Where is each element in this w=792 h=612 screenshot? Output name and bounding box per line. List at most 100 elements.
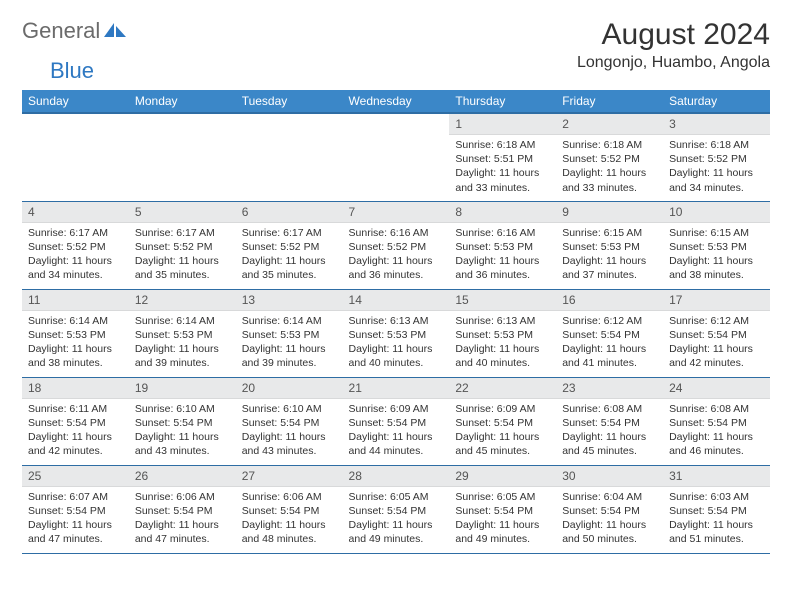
- sunset-text: Sunset: 5:54 PM: [562, 328, 657, 342]
- calendar-day-cell: 6Sunrise: 6:17 AMSunset: 5:52 PMDaylight…: [236, 201, 343, 289]
- day-details: Sunrise: 6:07 AMSunset: 5:54 PMDaylight:…: [22, 487, 129, 551]
- calendar-day-cell: 20Sunrise: 6:10 AMSunset: 5:54 PMDayligh…: [236, 377, 343, 465]
- sunset-text: Sunset: 5:53 PM: [242, 328, 337, 342]
- day-number: 11: [22, 290, 129, 311]
- calendar-day-cell: 3Sunrise: 6:18 AMSunset: 5:52 PMDaylight…: [663, 113, 770, 201]
- sunset-text: Sunset: 5:54 PM: [562, 504, 657, 518]
- daylight-text: Daylight: 11 hours and 44 minutes.: [349, 430, 444, 458]
- calendar-header-row: Sunday Monday Tuesday Wednesday Thursday…: [22, 90, 770, 113]
- calendar-day-cell: 1 Sunrise: 6:18 AMSunset: 5:51 PMDaylight…: [449, 113, 556, 201]
- day-details: Sunrise: 6:17 AMSunset: 5:52 PMDaylight:…: [129, 223, 236, 287]
- day-number: 1: [449, 114, 556, 135]
- day-number: 2: [556, 114, 663, 135]
- calendar-day-cell: 7Sunrise: 6:16 AMSunset: 5:52 PMDaylight…: [343, 201, 450, 289]
- sunset-text: Sunset: 5:54 PM: [562, 416, 657, 430]
- day-number: 3: [663, 114, 770, 135]
- sunset-text: Sunset: 5:53 PM: [562, 240, 657, 254]
- daylight-text: Daylight: 11 hours and 38 minutes.: [28, 342, 123, 370]
- day-details: Sunrise: 6:13 AMSunset: 5:53 PMDaylight:…: [449, 311, 556, 375]
- sunset-text: Sunset: 5:54 PM: [669, 504, 764, 518]
- day-details: Sunrise: 6:14 AMSunset: 5:53 PMDaylight:…: [22, 311, 129, 375]
- calendar-week-row: 4Sunrise: 6:17 AMSunset: 5:52 PMDaylight…: [22, 201, 770, 289]
- sunset-text: Sunset: 5:52 PM: [562, 152, 657, 166]
- sunset-text: Sunset: 5:53 PM: [349, 328, 444, 342]
- sunset-text: Sunset: 5:54 PM: [242, 504, 337, 518]
- calendar-day-cell: 21Sunrise: 6:09 AMSunset: 5:54 PMDayligh…: [343, 377, 450, 465]
- calendar-day-cell: [236, 113, 343, 201]
- calendar-day-cell: 17Sunrise: 6:12 AMSunset: 5:54 PMDayligh…: [663, 289, 770, 377]
- sunrise-text: Sunrise: 6:07 AM: [28, 490, 123, 504]
- location-text: Longonjo, Huambo, Angola: [577, 54, 770, 72]
- sunrise-text: Sunrise: 6:12 AM: [562, 314, 657, 328]
- sunrise-text: Sunrise: 6:18 AM: [455, 138, 550, 152]
- daylight-text: Daylight: 11 hours and 37 minutes.: [562, 254, 657, 282]
- sunrise-text: Sunrise: 6:14 AM: [135, 314, 230, 328]
- sunrise-text: Sunrise: 6:13 AM: [349, 314, 444, 328]
- sunrise-text: Sunrise: 6:10 AM: [242, 402, 337, 416]
- daylight-text: Daylight: 11 hours and 35 minutes.: [135, 254, 230, 282]
- logo: General: [22, 18, 128, 44]
- title-block: August 2024 Longonjo, Huambo, Angola: [577, 18, 770, 72]
- weekday-header: Wednesday: [343, 90, 450, 113]
- sunrise-text: Sunrise: 6:06 AM: [135, 490, 230, 504]
- day-details: Sunrise: 6:04 AMSunset: 5:54 PMDaylight:…: [556, 487, 663, 551]
- day-number: 5: [129, 202, 236, 223]
- calendar-day-cell: 31Sunrise: 6:03 AMSunset: 5:54 PMDayligh…: [663, 465, 770, 553]
- calendar-week-row: 25Sunrise: 6:07 AMSunset: 5:54 PMDayligh…: [22, 465, 770, 553]
- day-details: Sunrise: 6:15 AMSunset: 5:53 PMDaylight:…: [663, 223, 770, 287]
- sunset-text: Sunset: 5:53 PM: [669, 240, 764, 254]
- day-number: 16: [556, 290, 663, 311]
- day-details: Sunrise: 6:14 AMSunset: 5:53 PMDaylight:…: [236, 311, 343, 375]
- sunset-text: Sunset: 5:54 PM: [28, 504, 123, 518]
- sunset-text: Sunset: 5:54 PM: [669, 328, 764, 342]
- daylight-text: Daylight: 11 hours and 48 minutes.: [242, 518, 337, 546]
- day-number: 14: [343, 290, 450, 311]
- sunset-text: Sunset: 5:54 PM: [135, 416, 230, 430]
- day-number: 23: [556, 378, 663, 399]
- day-details: Sunrise: 6:05 AMSunset: 5:54 PMDaylight:…: [343, 487, 450, 551]
- day-number: 25: [22, 466, 129, 487]
- calendar-page: General August 2024 Longonjo, Huambo, An…: [0, 0, 792, 572]
- sunrise-text: Sunrise: 6:17 AM: [242, 226, 337, 240]
- weekday-header: Thursday: [449, 90, 556, 113]
- sunset-text: Sunset: 5:54 PM: [349, 504, 444, 518]
- sunrise-text: Sunrise: 6:14 AM: [242, 314, 337, 328]
- sunrise-text: Sunrise: 6:15 AM: [562, 226, 657, 240]
- day-number: 28: [343, 466, 450, 487]
- day-number: 21: [343, 378, 450, 399]
- day-details: Sunrise: 6:18 AMSunset: 5:52 PMDaylight:…: [663, 135, 770, 199]
- sunrise-text: Sunrise: 6:08 AM: [669, 402, 764, 416]
- day-number: 10: [663, 202, 770, 223]
- weekday-header: Tuesday: [236, 90, 343, 113]
- calendar-body: 1Sunrise: 6:18 AMSunset: 5:51 PMDaylight…: [22, 113, 770, 553]
- daylight-text: Daylight: 11 hours and 33 minutes.: [562, 166, 657, 194]
- daylight-text: Daylight: 11 hours and 33 minutes.: [455, 166, 550, 194]
- sunrise-text: Sunrise: 6:09 AM: [455, 402, 550, 416]
- sunset-text: Sunset: 5:51 PM: [455, 152, 550, 166]
- daylight-text: Daylight: 11 hours and 40 minutes.: [455, 342, 550, 370]
- sunset-text: Sunset: 5:54 PM: [455, 416, 550, 430]
- calendar-week-row: 18Sunrise: 6:11 AMSunset: 5:54 PMDayligh…: [22, 377, 770, 465]
- logo-blue-text: Blue: [50, 58, 94, 84]
- day-details: Sunrise: 6:11 AMSunset: 5:54 PMDaylight:…: [22, 399, 129, 463]
- day-details: Sunrise: 6:06 AMSunset: 5:54 PMDaylight:…: [129, 487, 236, 551]
- sunrise-text: Sunrise: 6:09 AM: [349, 402, 444, 416]
- sunrise-text: Sunrise: 6:05 AM: [455, 490, 550, 504]
- daylight-text: Daylight: 11 hours and 47 minutes.: [28, 518, 123, 546]
- daylight-text: Daylight: 11 hours and 39 minutes.: [242, 342, 337, 370]
- sunset-text: Sunset: 5:52 PM: [349, 240, 444, 254]
- sunrise-text: Sunrise: 6:11 AM: [28, 402, 123, 416]
- calendar-day-cell: 16Sunrise: 6:12 AMSunset: 5:54 PMDayligh…: [556, 289, 663, 377]
- daylight-text: Daylight: 11 hours and 49 minutes.: [455, 518, 550, 546]
- daylight-text: Daylight: 11 hours and 45 minutes.: [562, 430, 657, 458]
- calendar-day-cell: [129, 113, 236, 201]
- sunset-text: Sunset: 5:52 PM: [28, 240, 123, 254]
- day-number: 20: [236, 378, 343, 399]
- day-details: Sunrise: 6:10 AMSunset: 5:54 PMDaylight:…: [129, 399, 236, 463]
- day-details: Sunrise: 6:08 AMSunset: 5:54 PMDaylight:…: [556, 399, 663, 463]
- sunrise-text: Sunrise: 6:10 AM: [135, 402, 230, 416]
- calendar-day-cell: 13Sunrise: 6:14 AMSunset: 5:53 PMDayligh…: [236, 289, 343, 377]
- sunset-text: Sunset: 5:52 PM: [669, 152, 764, 166]
- calendar-day-cell: [22, 113, 129, 201]
- calendar-day-cell: 9Sunrise: 6:15 AMSunset: 5:53 PMDaylight…: [556, 201, 663, 289]
